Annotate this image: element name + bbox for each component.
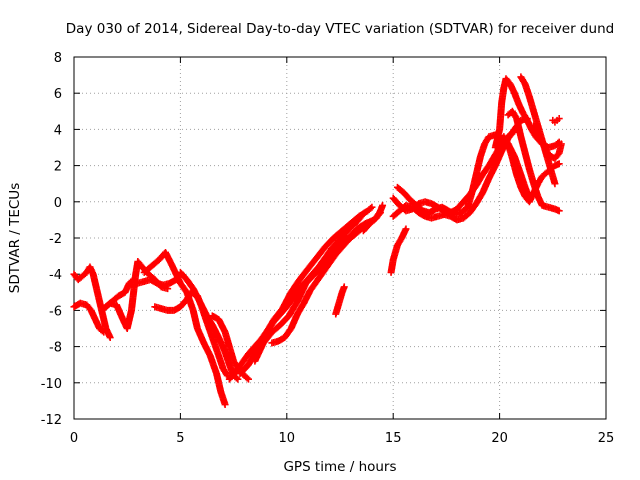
y-tick-label: -8 <box>49 341 62 356</box>
series-trace <box>236 203 376 378</box>
data-point <box>367 204 375 212</box>
series-trace <box>70 299 108 336</box>
data-point <box>402 225 410 233</box>
x-tick-label: 25 <box>598 431 615 446</box>
y-tick-label: 2 <box>54 160 62 175</box>
x-tick-label: 0 <box>70 431 78 446</box>
data-point <box>221 401 229 409</box>
y-tick-label: 0 <box>54 196 62 211</box>
chart-title: Day 030 of 2014, Sidereal Day-to-day VTE… <box>66 21 614 37</box>
data-points <box>70 73 565 409</box>
data-point <box>368 203 376 211</box>
data-point <box>222 370 230 378</box>
series-trace <box>332 283 348 318</box>
y-tick-label: -12 <box>41 413 62 428</box>
y-tick-label: 6 <box>54 87 62 102</box>
series-trace <box>549 115 563 126</box>
y-tick-label: -6 <box>49 304 62 319</box>
series-trace <box>268 221 372 347</box>
data-point <box>557 140 565 148</box>
y-tick-label: -4 <box>49 268 62 283</box>
x-tick-label: 5 <box>176 431 184 446</box>
series-trace <box>140 248 229 409</box>
data-point <box>243 374 251 382</box>
data-point <box>555 115 563 123</box>
x-tick-label: 10 <box>279 431 296 446</box>
data-point <box>98 327 106 335</box>
y-tick-label: 4 <box>54 123 62 138</box>
series-trace <box>389 127 518 217</box>
series-trace <box>359 201 387 235</box>
data-point <box>509 128 517 136</box>
series-trace <box>176 268 242 383</box>
data-point <box>340 283 348 291</box>
data-point <box>379 201 387 209</box>
x-axis-label: GPS time / hours <box>283 459 396 475</box>
data-point <box>100 328 108 336</box>
series-trace <box>530 122 565 162</box>
x-tick-label: 20 <box>491 431 508 446</box>
data-point <box>234 375 242 383</box>
data-point <box>555 160 563 168</box>
data-point <box>164 285 172 293</box>
y-tick-label: -2 <box>49 232 62 247</box>
data-point <box>106 334 114 342</box>
data-point <box>244 375 252 383</box>
y-tick-label: -10 <box>41 377 62 392</box>
y-tick-label: 8 <box>54 51 62 66</box>
series-trace <box>387 225 410 276</box>
data-point <box>551 180 559 188</box>
y-axis-label: SDTVAR / TECUs <box>7 183 23 293</box>
x-tick-label: 15 <box>385 431 402 446</box>
data-point <box>555 207 563 215</box>
series-trace <box>100 258 172 332</box>
series-trace <box>504 107 563 215</box>
data-point <box>232 374 240 382</box>
